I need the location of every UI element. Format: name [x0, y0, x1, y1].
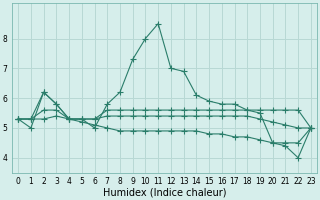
X-axis label: Humidex (Indice chaleur): Humidex (Indice chaleur) — [103, 187, 226, 197]
